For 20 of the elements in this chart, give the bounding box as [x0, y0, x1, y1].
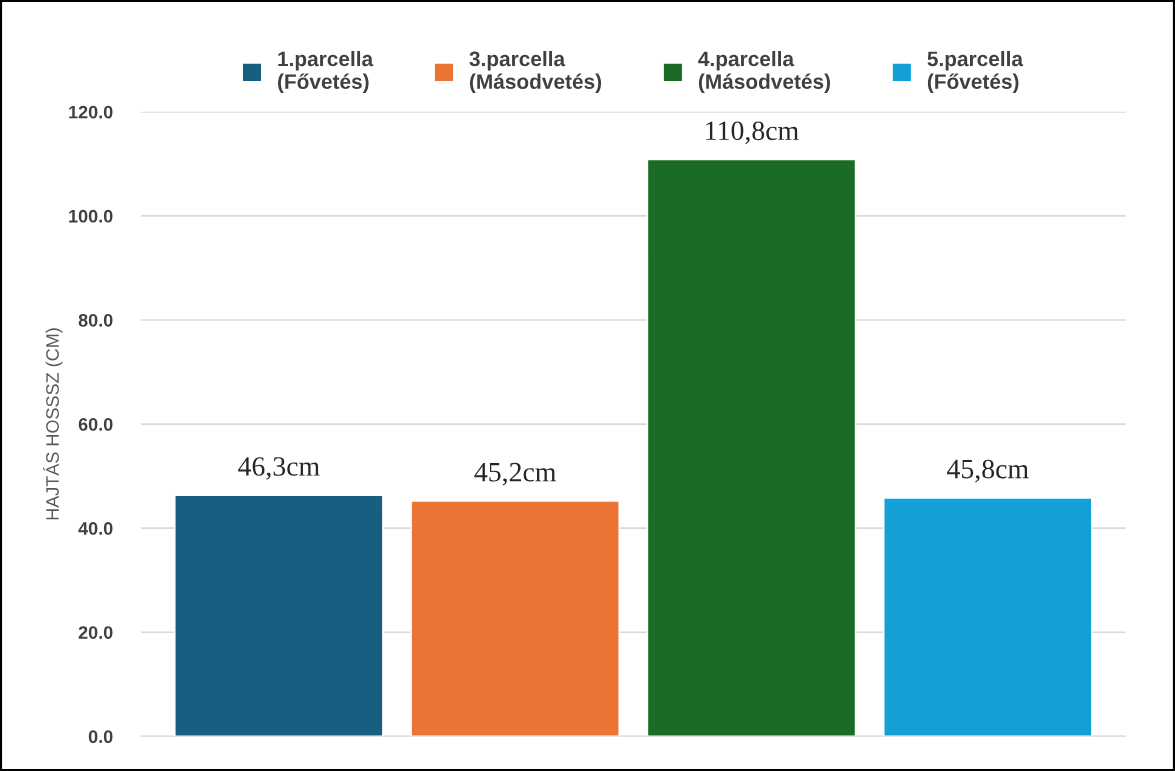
bar [410, 500, 620, 737]
y-tick-label: 40.0 [78, 522, 113, 535]
data-label: 46,3cm [238, 457, 320, 480]
bar [174, 494, 384, 737]
y-tick-label: 20.0 [78, 626, 113, 639]
legend-label: 1.parcella (Fővetés) [278, 50, 374, 94]
y-tick-label: 120.0 [69, 105, 113, 119]
bar [883, 497, 1093, 737]
bar [646, 158, 857, 737]
data-label: 110,8cm [706, 121, 799, 145]
legend-label: 3.parcella (Másodvetés) [469, 50, 602, 94]
y-tick-label: 60.0 [78, 417, 113, 431]
data-label: 45,8cm [947, 459, 1029, 483]
y-tick-label: 0.0 [88, 730, 113, 744]
y-axis-title: HAJTÁS HOSSSZ (CM) [43, 328, 63, 520]
data-label: 45,2cm [474, 462, 557, 486]
y-tick-label: 100.0 [69, 209, 113, 223]
legend-label: 5.parcella (Fővetés) [927, 50, 1024, 94]
y-tick-label: 80.0 [78, 313, 113, 327]
legend-label: 4.parcella (Másodvetés) [698, 50, 831, 94]
